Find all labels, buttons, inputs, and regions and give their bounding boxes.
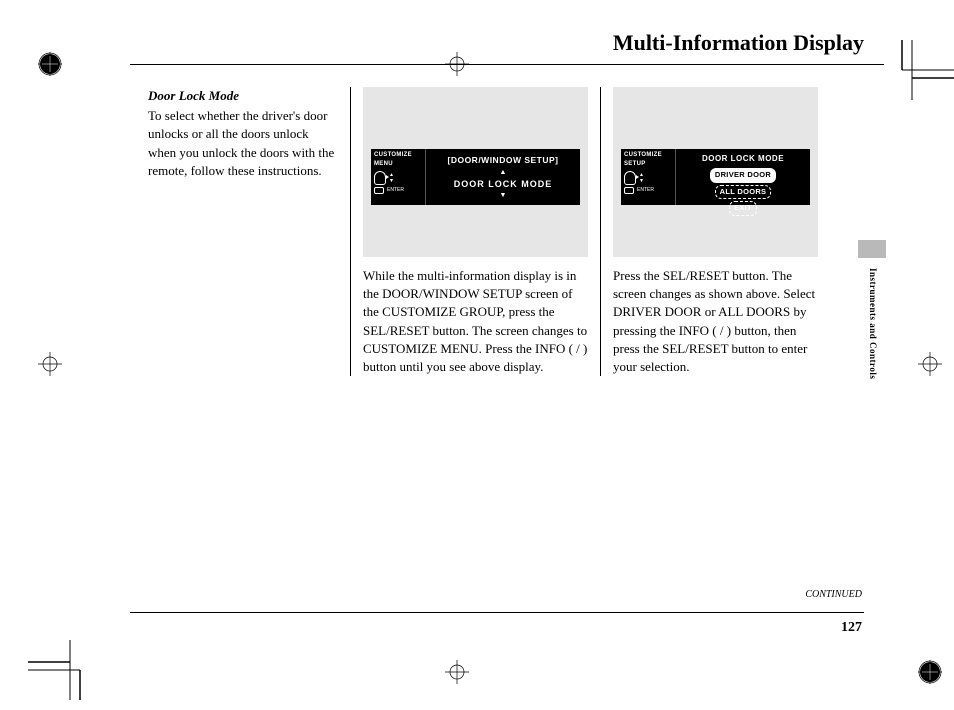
column-2: CUSTOMIZE MENU ▲▼ ENTER [DOOR/WINDOW SET… bbox=[350, 87, 600, 376]
lcd-label: SETUP bbox=[624, 161, 672, 168]
manual-page: Multi-Information Display Door Lock Mode… bbox=[130, 30, 884, 670]
enter-label: ENTER bbox=[387, 188, 404, 194]
enter-button-icon bbox=[374, 187, 384, 194]
footer-rule bbox=[130, 612, 864, 613]
display-illustration: CUSTOMIZE SETUP ▲▼ ENTER DOOR LOCK MODE bbox=[613, 87, 818, 257]
crop-mark-icon bbox=[894, 40, 954, 100]
option: EXIT bbox=[729, 201, 757, 216]
enter-button-icon bbox=[624, 187, 634, 194]
continued-label: CONTINUED bbox=[805, 589, 862, 600]
lcd-line2: DOOR LOCK MODE bbox=[454, 178, 553, 191]
content-columns: Door Lock Mode To select whether the dri… bbox=[130, 87, 884, 376]
down-triangle-icon: ▼ bbox=[500, 192, 507, 199]
option-selected: DRIVER DOOR bbox=[710, 168, 776, 183]
arrow-icons: ▲▼ bbox=[389, 173, 394, 184]
enter-label: ENTER bbox=[637, 188, 654, 194]
col3-text: Press the SEL/RESET button. The screen c… bbox=[613, 267, 818, 376]
lcd-left-panel: CUSTOMIZE SETUP ▲▼ ENTER bbox=[621, 149, 676, 205]
registration-mark-icon bbox=[918, 660, 942, 684]
knob-icon bbox=[374, 171, 386, 185]
crosshair-icon bbox=[38, 352, 62, 376]
up-triangle-icon: ▲ bbox=[500, 169, 507, 176]
lcd-panel: CUSTOMIZE MENU ▲▼ ENTER [DOOR/WINDOW SET… bbox=[371, 149, 580, 205]
lcd-line1: [DOOR/WINDOW SETUP] bbox=[447, 155, 558, 167]
page-title: Multi-Information Display bbox=[130, 30, 884, 65]
crop-mark-icon bbox=[28, 640, 88, 700]
lcd-label: CUSTOMIZE bbox=[624, 152, 672, 159]
knob-icon bbox=[624, 171, 636, 185]
section-tab bbox=[858, 240, 886, 258]
lcd-right-panel: [DOOR/WINDOW SETUP] ▲ DOOR LOCK MODE ▼ bbox=[426, 149, 580, 205]
col2-text: While the multi-information display is i… bbox=[363, 267, 588, 376]
lcd-title: DOOR LOCK MODE bbox=[702, 153, 784, 164]
lcd-left-panel: CUSTOMIZE MENU ▲▼ ENTER bbox=[371, 149, 426, 205]
lcd-label: MENU bbox=[374, 161, 422, 168]
registration-mark-icon bbox=[38, 52, 62, 76]
section-subhead: Door Lock Mode bbox=[148, 87, 338, 105]
section-side-label: Instruments and Controls bbox=[868, 268, 878, 379]
page-number: 127 bbox=[841, 620, 862, 636]
column-3: CUSTOMIZE SETUP ▲▼ ENTER DOOR LOCK MODE bbox=[600, 87, 830, 376]
option: ALL DOORS bbox=[715, 185, 772, 200]
display-illustration: CUSTOMIZE MENU ▲▼ ENTER [DOOR/WINDOW SET… bbox=[363, 87, 588, 257]
arrow-icons: ▲▼ bbox=[639, 173, 644, 184]
column-1: Door Lock Mode To select whether the dri… bbox=[130, 87, 350, 376]
lcd-right-panel: DOOR LOCK MODE DRIVER DOOR ALL DOORS EXI… bbox=[676, 149, 810, 205]
lcd-label: CUSTOMIZE bbox=[374, 152, 422, 159]
lcd-panel: CUSTOMIZE SETUP ▲▼ ENTER DOOR LOCK MODE bbox=[621, 149, 810, 205]
crosshair-icon bbox=[918, 352, 942, 376]
col1-text: To select whether the driver's door unlo… bbox=[148, 107, 338, 180]
